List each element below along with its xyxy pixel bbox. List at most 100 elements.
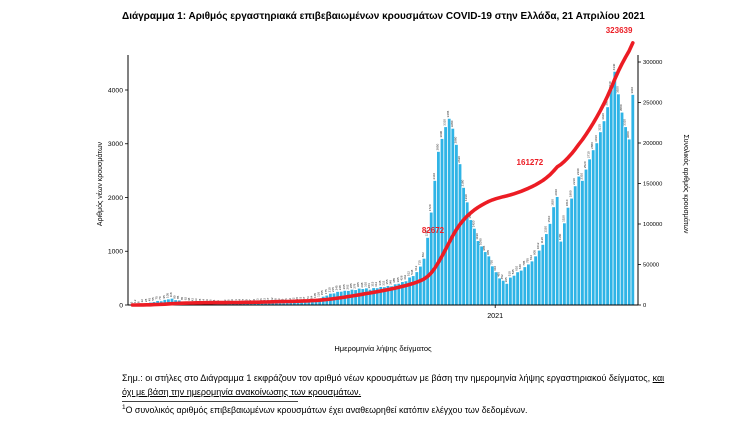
y-axis-label-right: Συνολικός αριθμός κρουσμάτων [682, 134, 690, 234]
svg-text:1810: 1810 [565, 199, 569, 206]
svg-text:285: 285 [349, 283, 353, 288]
svg-text:28: 28 [198, 298, 202, 302]
svg-text:1980: 1980 [569, 190, 573, 197]
svg-text:42: 42 [288, 298, 292, 302]
svg-text:3420: 3420 [601, 113, 605, 120]
svg-text:495: 495 [497, 272, 501, 277]
note-prefix: Σημ.: οι στήλες στο Διάγραμμα 1 εκφράζου… [122, 373, 653, 383]
svg-text:720: 720 [489, 260, 493, 265]
svg-text:332: 332 [381, 280, 385, 285]
svg-text:812: 812 [529, 255, 533, 260]
svg-text:52: 52 [270, 297, 274, 301]
svg-text:2021: 2021 [487, 311, 503, 320]
svg-text:335: 335 [378, 280, 382, 285]
svg-text:3580: 3580 [619, 104, 623, 111]
footnote-text: 1Ο συνολικός αριθμός επιβεβαιωμένων κρου… [122, 404, 527, 415]
svg-text:640: 640 [518, 264, 522, 269]
svg-text:2000: 2000 [108, 195, 123, 202]
svg-text:755: 755 [525, 258, 529, 263]
svg-text:45: 45 [147, 298, 151, 302]
svg-text:2980: 2980 [453, 136, 457, 143]
svg-text:161272: 161272 [517, 158, 544, 167]
svg-text:1000: 1000 [108, 249, 123, 256]
svg-text:175: 175 [324, 289, 328, 294]
svg-text:42: 42 [263, 298, 267, 302]
svg-text:73: 73 [306, 296, 310, 300]
svg-text:100000: 100000 [643, 222, 662, 228]
svg-text:27: 27 [241, 298, 245, 302]
svg-text:36: 36 [259, 298, 263, 302]
svg-text:33: 33 [194, 298, 198, 302]
svg-text:1820: 1820 [551, 199, 555, 206]
svg-text:512: 512 [407, 271, 411, 276]
svg-text:1320: 1320 [543, 226, 547, 233]
chart-axes: 0 1000 2000 3000 4000 0 50000 100000 150000 20000… [108, 55, 662, 320]
svg-text:33: 33 [255, 298, 259, 302]
footnote-separator [122, 401, 298, 402]
svg-text:284: 284 [367, 283, 371, 288]
svg-text:52: 52 [291, 297, 295, 301]
svg-text:262: 262 [345, 284, 349, 289]
svg-text:105: 105 [165, 293, 169, 298]
note-text: Σημ.: οι στήλες στο Διάγραμμα 1 εκφράζου… [122, 372, 667, 400]
svg-text:245: 245 [335, 285, 339, 290]
svg-text:2850: 2850 [435, 143, 439, 150]
svg-text:90: 90 [173, 295, 177, 299]
svg-text:0: 0 [119, 302, 123, 309]
x-axis-label: Ημερομηνία λήψης δείγματος [334, 344, 432, 353]
svg-text:3215: 3215 [597, 124, 601, 131]
svg-text:48: 48 [187, 297, 191, 301]
svg-text:705: 705 [522, 260, 526, 265]
svg-text:305: 305 [356, 282, 360, 287]
svg-text:3080: 3080 [626, 131, 630, 138]
footnote-body: Ο συνολικός αριθμός επιβεβαιωμένων κρουσ… [125, 404, 528, 415]
svg-text:42: 42 [191, 298, 195, 302]
svg-text:3310: 3310 [623, 119, 627, 126]
svg-text:126: 126 [317, 291, 321, 296]
svg-text:105: 105 [313, 293, 317, 298]
svg-text:3010: 3010 [594, 135, 598, 142]
svg-text:2180: 2180 [461, 179, 465, 186]
svg-text:312: 312 [374, 281, 378, 286]
svg-text:545: 545 [511, 269, 515, 274]
y-axis-label-left: Αριθμός νέων κρουσμάτων [96, 141, 104, 226]
svg-text:265: 265 [342, 284, 346, 289]
svg-text:118: 118 [169, 292, 173, 297]
svg-text:19: 19 [205, 299, 209, 303]
svg-text:3920: 3920 [615, 86, 619, 93]
svg-text:1910: 1910 [464, 194, 468, 201]
svg-text:24: 24 [201, 299, 205, 303]
svg-text:3280: 3280 [450, 120, 454, 127]
svg-text:3310: 3310 [443, 119, 447, 126]
svg-text:1012: 1012 [536, 242, 540, 249]
svg-text:1180: 1180 [558, 233, 562, 240]
svg-text:310: 310 [363, 282, 367, 287]
svg-text:452: 452 [500, 274, 504, 279]
svg-text:510: 510 [507, 271, 511, 276]
note-underlined-clause: και όχι με βάση την ημερομηνία ανακοίνωσ… [122, 373, 665, 397]
svg-text:905: 905 [533, 250, 537, 255]
svg-text:5: 5 [129, 301, 133, 303]
footnote-marker: 1 [122, 404, 126, 411]
svg-text:385: 385 [392, 278, 396, 283]
svg-text:2010: 2010 [554, 189, 558, 196]
svg-text:1720: 1720 [428, 204, 432, 211]
svg-text:26: 26 [252, 299, 256, 303]
svg-text:50000: 50000 [643, 263, 659, 269]
svg-text:12: 12 [133, 299, 137, 303]
svg-text:1520: 1520 [561, 215, 565, 222]
svg-text:67: 67 [302, 296, 306, 300]
svg-text:200000: 200000 [643, 141, 662, 147]
svg-text:428: 428 [399, 275, 403, 280]
chart-title: Διάγραμμα 1: Αριθμός εργαστηριακά επιβεβ… [122, 11, 645, 22]
svg-text:2710: 2710 [587, 151, 591, 158]
svg-text:1120: 1120 [540, 237, 544, 244]
svg-text:348: 348 [389, 280, 393, 285]
svg-text:2620: 2620 [457, 156, 461, 163]
svg-text:2390: 2390 [576, 168, 580, 175]
svg-text:248: 248 [338, 285, 342, 290]
svg-text:538: 538 [410, 269, 414, 274]
svg-text:84: 84 [309, 295, 313, 299]
